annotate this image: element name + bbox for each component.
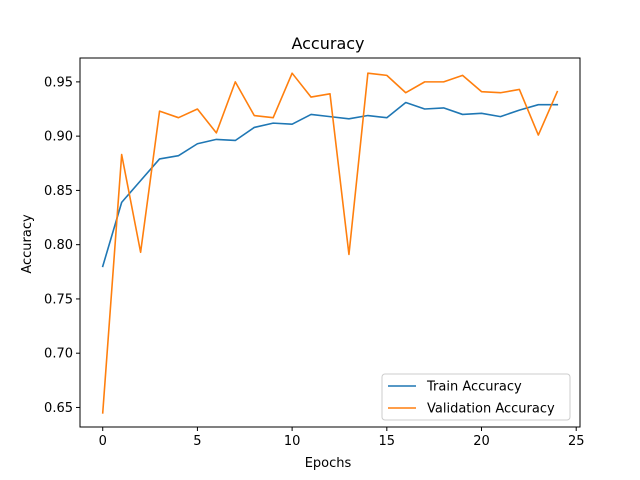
y-tick-label: 0.80 [44, 238, 73, 253]
x-axis-label: Epochs [305, 456, 352, 471]
y-tick-label: 0.90 [44, 130, 73, 145]
x-tick-label: 20 [473, 434, 490, 449]
x-tick-label: 5 [193, 434, 201, 449]
series-line-train-accuracy [101, 101, 559, 268]
series-line-validation-accuracy [101, 72, 559, 414]
x-tick-label: 25 [568, 434, 585, 449]
x-tick-label: 15 [379, 434, 396, 449]
legend-label-validation-accuracy: Validation Accuracy [427, 402, 555, 417]
y-tick-label: 0.85 [44, 184, 73, 199]
y-tick-label: 0.95 [44, 75, 73, 90]
y-axis-ticks: 0.65 0.70 0.75 0.80 0.85 0.90 0.95 [44, 75, 80, 416]
chart-title: Accuracy [291, 34, 364, 53]
y-tick-label: 0.75 [44, 292, 73, 307]
y-axis-label: Accuracy [20, 214, 35, 274]
y-tick-label: 0.70 [44, 347, 73, 362]
legend-box [381, 373, 571, 421]
x-axis-ticks: 0 5 10 15 20 25 [99, 427, 585, 449]
legend: Train Accuracy Validation Accuracy [381, 373, 571, 421]
x-tick-label: 10 [284, 434, 301, 449]
plot-area-frame [79, 57, 581, 428]
legend-label-train-accuracy: Train Accuracy [426, 380, 522, 395]
series-layer [101, 72, 559, 414]
x-tick-label: 0 [99, 434, 107, 449]
y-tick-label: 0.65 [44, 401, 73, 416]
